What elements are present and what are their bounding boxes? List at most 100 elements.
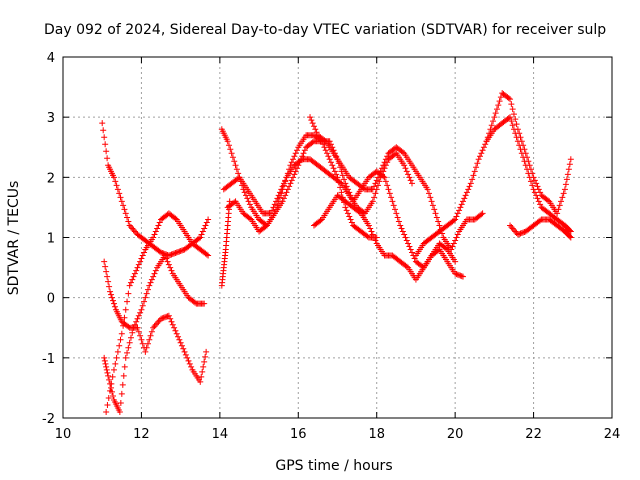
data-point bbox=[428, 198, 435, 205]
data-point bbox=[510, 126, 517, 133]
series-track-b bbox=[101, 258, 210, 385]
data-point bbox=[290, 156, 297, 163]
data-point bbox=[381, 159, 388, 166]
data-point bbox=[337, 179, 344, 186]
data-point bbox=[151, 270, 158, 277]
data-point bbox=[471, 168, 478, 175]
data-point bbox=[125, 323, 132, 330]
data-point bbox=[119, 381, 126, 388]
data-point bbox=[185, 357, 192, 364]
data-point bbox=[99, 120, 106, 127]
data-point bbox=[154, 225, 161, 232]
data-point bbox=[555, 206, 562, 213]
data-point bbox=[124, 349, 131, 356]
data-point bbox=[100, 127, 107, 134]
data-point bbox=[563, 176, 570, 183]
data-point bbox=[117, 194, 124, 201]
data-point bbox=[456, 207, 463, 214]
data-point bbox=[508, 101, 515, 108]
data-point bbox=[172, 327, 179, 334]
data-point bbox=[133, 267, 140, 274]
series-track-c bbox=[101, 252, 208, 415]
data-point bbox=[103, 148, 110, 155]
data-point bbox=[347, 216, 354, 223]
data-point bbox=[139, 252, 146, 259]
data-point bbox=[131, 321, 138, 328]
data-point bbox=[406, 174, 413, 181]
data-point bbox=[297, 156, 304, 163]
data-point bbox=[450, 240, 457, 247]
data-point bbox=[384, 182, 391, 189]
data-point bbox=[567, 234, 574, 241]
data-point bbox=[388, 194, 395, 201]
data-point bbox=[105, 278, 112, 285]
data-point bbox=[158, 249, 165, 256]
data-point bbox=[436, 222, 443, 229]
data-point bbox=[154, 320, 161, 327]
data-point bbox=[176, 248, 183, 255]
series-track-g bbox=[224, 138, 459, 271]
data-point bbox=[135, 312, 142, 319]
data-point bbox=[380, 173, 387, 180]
data-point bbox=[465, 186, 472, 193]
data-point bbox=[103, 366, 110, 373]
data-point bbox=[143, 344, 150, 351]
data-point bbox=[122, 210, 129, 217]
data-point bbox=[313, 129, 320, 136]
data-point bbox=[126, 339, 133, 346]
data-point bbox=[517, 146, 524, 153]
data-point bbox=[135, 328, 142, 335]
data-point bbox=[405, 171, 412, 178]
data-point bbox=[403, 237, 410, 244]
data-point bbox=[178, 342, 185, 349]
data-point bbox=[169, 321, 176, 328]
chart-title: Day 092 of 2024, Sidereal Day-to-day VTE… bbox=[44, 22, 606, 38]
data-point bbox=[398, 225, 405, 232]
data-point bbox=[449, 243, 456, 250]
data-point bbox=[125, 218, 132, 225]
data-point bbox=[177, 339, 184, 346]
data-point bbox=[457, 272, 464, 279]
data-point bbox=[327, 141, 334, 148]
data-point bbox=[163, 255, 170, 262]
data-point bbox=[279, 183, 286, 190]
data-point bbox=[107, 288, 114, 295]
data-point bbox=[117, 336, 124, 343]
data-point bbox=[292, 150, 299, 157]
data-point bbox=[559, 194, 566, 201]
data-point bbox=[109, 297, 116, 304]
data-point bbox=[224, 138, 231, 145]
data-point bbox=[454, 231, 461, 238]
data-point bbox=[369, 198, 376, 205]
data-point bbox=[142, 294, 149, 301]
data-point bbox=[533, 192, 540, 199]
data-point bbox=[342, 204, 349, 211]
data-point bbox=[130, 324, 137, 331]
data-point bbox=[275, 192, 282, 199]
data-point bbox=[287, 180, 294, 187]
data-point bbox=[566, 161, 573, 168]
data-point bbox=[401, 231, 408, 238]
data-point bbox=[544, 197, 551, 204]
data-point bbox=[139, 340, 146, 347]
data-point bbox=[137, 332, 144, 339]
data-point bbox=[534, 195, 541, 202]
data-point bbox=[401, 162, 408, 169]
data-point bbox=[198, 231, 205, 238]
data-point bbox=[146, 336, 153, 343]
data-point bbox=[155, 222, 162, 229]
data-point bbox=[527, 178, 534, 185]
data-point bbox=[343, 207, 350, 214]
data-point bbox=[152, 321, 159, 328]
data-point bbox=[510, 226, 517, 233]
data-point bbox=[343, 183, 350, 190]
data-point bbox=[309, 139, 316, 146]
data-point bbox=[458, 201, 465, 208]
data-point bbox=[522, 162, 529, 169]
data-point bbox=[514, 231, 521, 238]
data-point bbox=[105, 394, 112, 401]
data-point bbox=[360, 185, 367, 192]
x-tick-label: 12 bbox=[133, 427, 150, 442]
data-point bbox=[309, 120, 316, 127]
data-point bbox=[103, 363, 110, 370]
